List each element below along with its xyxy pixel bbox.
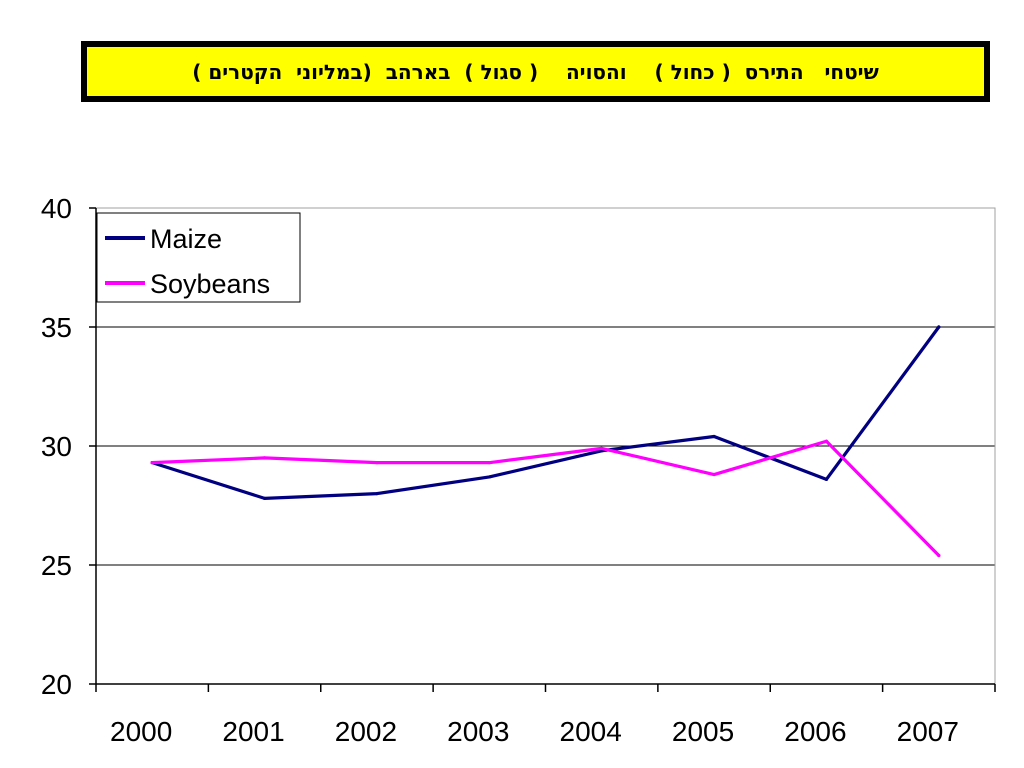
data-point-soybeans [824, 439, 829, 443]
data-point-maize [937, 325, 941, 329]
data-point-soybeans [937, 553, 941, 558]
data-point-soybeans [262, 456, 267, 460]
grid-lines [96, 326, 995, 566]
series-line-soybeans [150, 439, 941, 558]
series-lines [150, 325, 941, 558]
y-tick-label: 35 [41, 312, 72, 343]
data-point-soybeans [487, 461, 491, 465]
data-point-soybeans [150, 461, 154, 465]
legend-box [96, 212, 301, 303]
legend-label-soybeans: Soybeans [150, 269, 270, 299]
x-tick-label: 2001 [222, 716, 284, 747]
chart-title: שיטחי התירס ( כחול ) והסויה ( סגול ) באר… [192, 59, 879, 84]
data-point-maize [824, 477, 829, 481]
data-point-soybeans [600, 446, 604, 450]
x-tick-label: 2007 [897, 716, 959, 747]
chart-title-box: שיטחי התירס ( כחול ) והסויה ( סגול ) באר… [81, 41, 990, 102]
x-tick-label: 2003 [447, 716, 509, 747]
data-point-maize [262, 496, 267, 500]
data-point-maize [375, 492, 379, 496]
series-line-maize [150, 325, 941, 500]
y-tick-label: 30 [41, 431, 72, 462]
legend: Maize Soybeans [96, 212, 301, 303]
x-tick-label: 2000 [110, 716, 172, 747]
y-tick-label: 25 [41, 550, 72, 581]
data-point-soybeans [712, 472, 716, 477]
x-tick-label: 2006 [784, 716, 846, 747]
data-point-soybeans [375, 461, 379, 465]
data-point-maize [487, 475, 491, 479]
legend-label-maize: Maize [150, 224, 222, 254]
axes: 20 25 30 35 40 2000 2001 2002 2003 2004 2005 2006 20… [41, 193, 996, 747]
x-tick-label: 2002 [335, 716, 397, 747]
x-tick-label: 2005 [672, 716, 734, 747]
data-point-maize [712, 434, 716, 439]
y-tick-label: 40 [41, 193, 72, 224]
x-tick-label: 2004 [560, 716, 622, 747]
y-tick-label: 20 [41, 669, 72, 700]
